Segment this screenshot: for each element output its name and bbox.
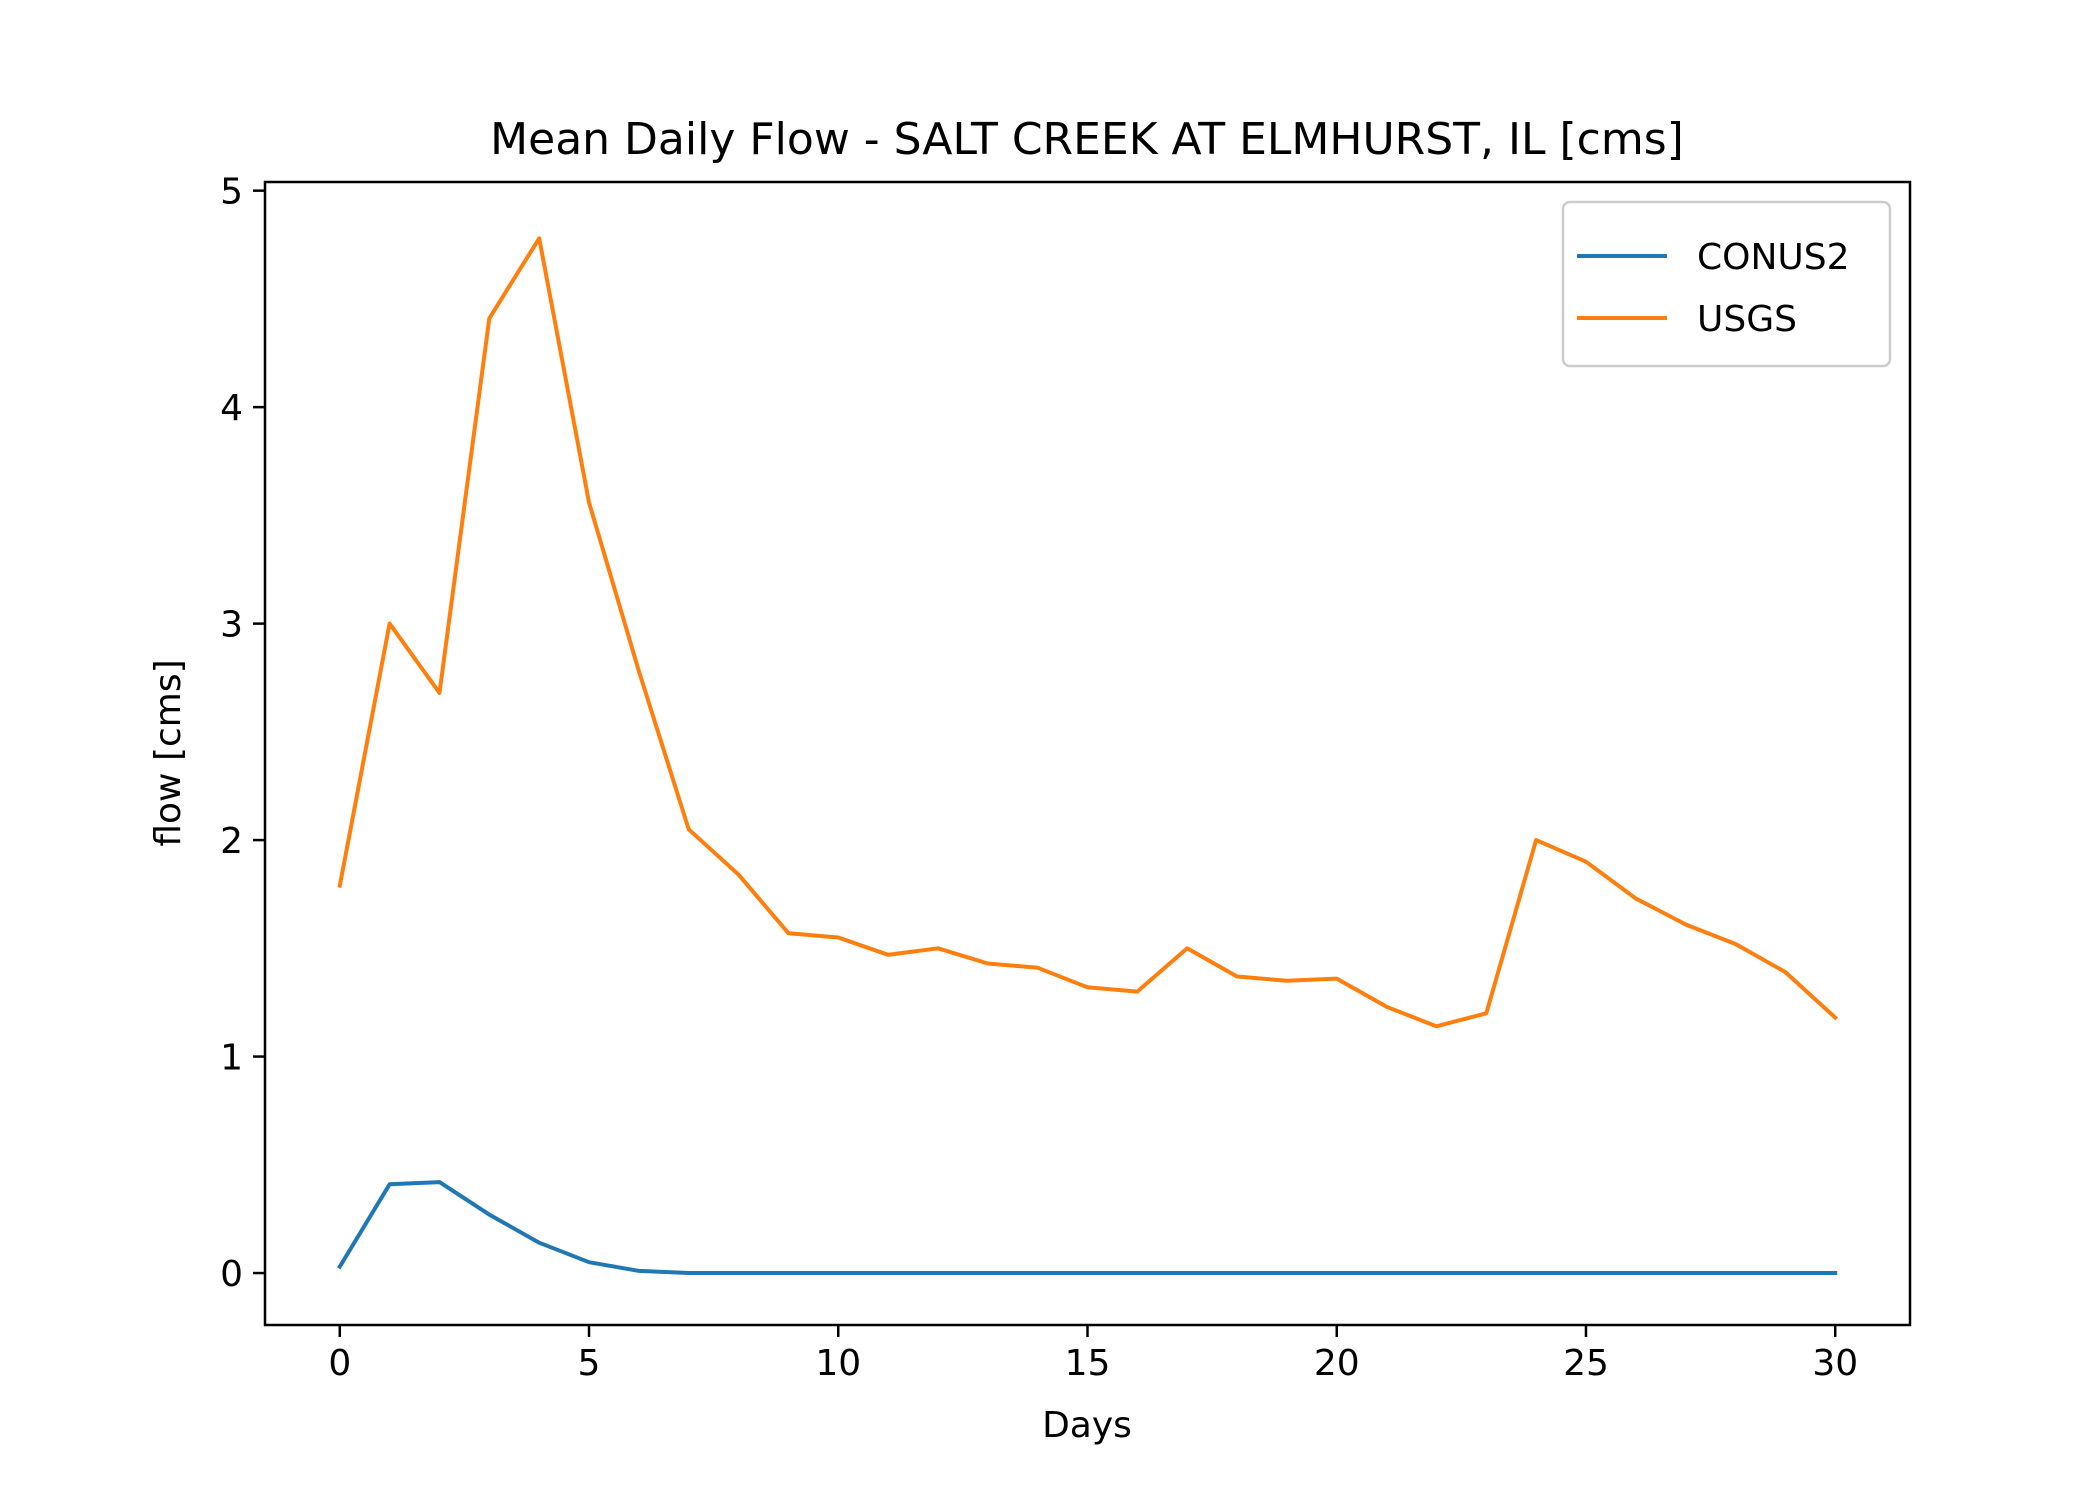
x-tick-label: 30 — [1812, 1343, 1858, 1384]
y-tick-label: 5 — [220, 172, 243, 213]
x-axis-ticks: 0 5 10 15 20 25 30 — [328, 1325, 1858, 1384]
y-tick-label: 1 — [220, 1038, 243, 1079]
y-tick-label: 4 — [220, 388, 243, 429]
y-tick-label: 0 — [220, 1254, 243, 1295]
y-tick-label: 2 — [220, 821, 243, 862]
x-tick-label: 10 — [815, 1343, 861, 1384]
x-tick-label: 5 — [578, 1343, 601, 1384]
series-line-conus2 — [337, 1180, 1838, 1275]
x-tick-label: 0 — [328, 1343, 351, 1384]
chart-title: Mean Daily Flow - SALT CREEK AT ELMHURST… — [490, 114, 1684, 165]
x-tick-label: 15 — [1065, 1343, 1111, 1384]
legend: CONUS2 USGS — [1561, 200, 1892, 368]
legend-box — [1561, 200, 1892, 368]
plot-lines — [337, 236, 1839, 1275]
series-line-usgs — [337, 236, 1839, 1029]
legend-label-usgs: USGS — [1697, 299, 1797, 340]
x-tick-label: 25 — [1563, 1343, 1609, 1384]
y-axis-label: flow [cms] — [148, 659, 189, 846]
x-axis-label: Days — [1042, 1405, 1132, 1446]
x-tick-label: 20 — [1314, 1343, 1360, 1384]
legend-label-conus2: CONUS2 — [1697, 237, 1850, 278]
y-axis-ticks: 0 1 2 3 4 5 — [220, 172, 265, 1295]
y-tick-label: 3 — [220, 605, 243, 646]
